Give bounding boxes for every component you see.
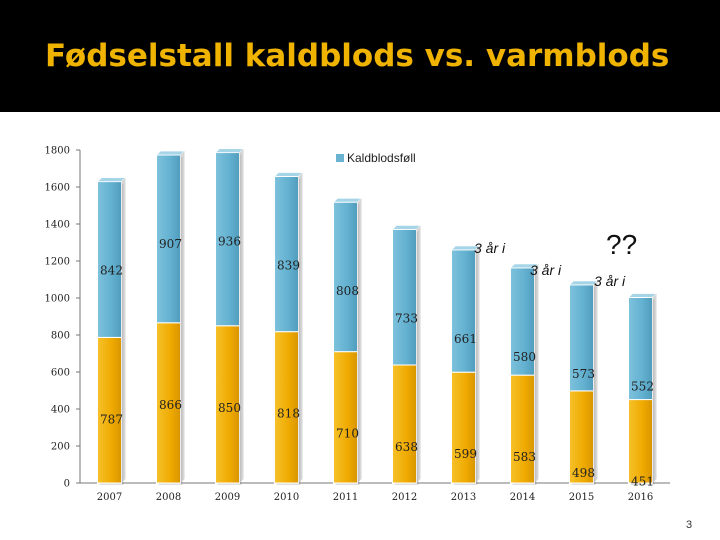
stacked-bar-chart: 0 200 400 600 800 1000 1200 1400 1600 1800 787 842…	[45, 146, 670, 503]
x-axis-ticks: 2007 2008 2009 2010 2011 2012 2013 2014 2015 2016	[97, 492, 653, 503]
annotation-3-ar-i-2014: 3 år i	[530, 262, 562, 278]
bar-side-2016	[652, 293, 657, 483]
x-tick-label-2007: 2007	[97, 492, 122, 503]
bar-side-2011	[357, 198, 362, 484]
bar-varmblods-2011	[333, 351, 358, 484]
data-label-kaldblods-2015: 573	[572, 367, 595, 381]
data-label-varmblods-2009: 850	[218, 401, 241, 415]
y-tick-label: 800	[51, 331, 70, 342]
x-tick-label-2013: 2013	[451, 492, 476, 503]
y-tick-label: 1200	[45, 257, 70, 268]
data-label-kaldblods-2012: 733	[395, 311, 418, 325]
y-tick-label: 1800	[45, 146, 70, 157]
bar-side-2012	[416, 225, 421, 484]
bar-kaldblods-2014	[510, 267, 535, 376]
bar-kaldblods-2012	[392, 228, 417, 366]
data-label-kaldblods-2007: 842	[100, 264, 123, 278]
data-label-varmblods-2007: 787	[100, 412, 123, 426]
bar-top-2015	[568, 280, 599, 286]
data-label-varmblods-2016: 451	[631, 475, 654, 489]
data-label-kaldblods-2016: 552	[631, 379, 654, 393]
bar-side-2015	[593, 280, 598, 483]
y-tick-label: 600	[51, 368, 70, 379]
y-tick-label: 1600	[45, 183, 70, 194]
data-label-varmblods-2011: 710	[336, 427, 359, 441]
bar-kaldblods-2015	[569, 284, 594, 392]
bar-side-2013	[475, 245, 480, 483]
legend-swatch-kaldblodsfoll	[336, 154, 344, 162]
slide-title: Fødselstall kaldblods vs. varmblods	[45, 38, 670, 74]
x-tick-label-2014: 2014	[510, 492, 535, 503]
bar-varmblods-2015	[569, 390, 594, 484]
data-label-varmblods-2012: 638	[395, 440, 418, 454]
x-tick-label-2011: 2011	[333, 492, 358, 503]
bar-kaldblods-2016	[628, 296, 653, 401]
legend: Kaldblodsføll	[336, 151, 416, 165]
bar-top-2008	[155, 150, 186, 156]
x-tick-label-2010: 2010	[274, 492, 299, 503]
y-axis-ticks: 0 200 400 600 800 1000 1200 1400 1600 1800	[45, 146, 80, 490]
bar-side-2009	[239, 148, 244, 483]
bar-side-2014	[534, 263, 539, 483]
annotation-question-marks: ??	[606, 229, 637, 260]
slide-number: 3	[686, 519, 693, 531]
bar-top-2012	[391, 224, 422, 230]
bar-top-2010	[273, 172, 304, 177]
title-bar: Fødselstall kaldblods vs. varmblods	[0, 0, 720, 112]
bar-varmblods-2012	[392, 364, 417, 484]
bar-side-2007	[121, 177, 126, 483]
bars	[96, 148, 658, 486]
bar-varmblods-2016	[628, 399, 653, 484]
data-label-kaldblods-2014: 580	[513, 350, 536, 364]
x-tick-label-2012: 2012	[392, 492, 417, 503]
bar-side-2008	[180, 150, 185, 483]
annotation-3-ar-i-2013: 3 år i	[474, 240, 506, 256]
bar-kaldblods-2007	[97, 181, 122, 338]
bar-top-2014	[509, 263, 540, 269]
bar-varmblods-2013	[451, 371, 476, 484]
bar-varmblods-2014	[510, 374, 535, 484]
y-tick-label: 400	[51, 405, 70, 416]
x-tick-label-2009: 2009	[215, 492, 240, 503]
y-tick-label: 200	[51, 442, 70, 453]
bar-varmblods-2007	[97, 336, 122, 484]
data-labels: 787 842 866 907 850 936 818 839 710 808 638 733 599 6…	[100, 235, 654, 489]
bar-top-2009	[214, 148, 245, 153]
bar-kaldblods-2011	[333, 201, 358, 353]
data-label-kaldblods-2008: 907	[159, 237, 182, 251]
x-tick-label-2016: 2016	[628, 492, 653, 503]
bar-top-2016	[627, 293, 658, 298]
data-label-varmblods-2015: 498	[572, 466, 595, 480]
data-label-kaldblods-2011: 808	[336, 284, 359, 298]
x-tick-label-2008: 2008	[156, 492, 181, 503]
bar-kaldblods-2013	[451, 249, 476, 373]
data-label-kaldblods-2010: 839	[277, 258, 300, 272]
data-label-varmblods-2008: 866	[159, 398, 182, 412]
y-tick-label: 0	[64, 479, 70, 490]
legend-label-kaldblodsfoll: Kaldblodsføll	[347, 151, 416, 165]
bar-side-2010	[298, 172, 303, 483]
y-tick-label: 1000	[45, 294, 70, 305]
bar-top-2007	[96, 177, 127, 183]
bar-top-2011	[332, 197, 363, 203]
annotation-3-ar-i-2016: 3 år i	[594, 273, 626, 289]
x-tick-label-2015: 2015	[569, 492, 594, 503]
bar-top-2013	[450, 245, 481, 251]
y-tick-label: 1400	[45, 220, 70, 231]
data-label-kaldblods-2013: 661	[454, 332, 477, 346]
data-label-varmblods-2014: 583	[513, 450, 536, 464]
bar-kaldblods-2010	[274, 175, 299, 333]
data-label-kaldblods-2009: 936	[218, 235, 241, 249]
data-label-varmblods-2013: 599	[454, 447, 477, 461]
data-label-varmblods-2010: 818	[277, 407, 300, 421]
